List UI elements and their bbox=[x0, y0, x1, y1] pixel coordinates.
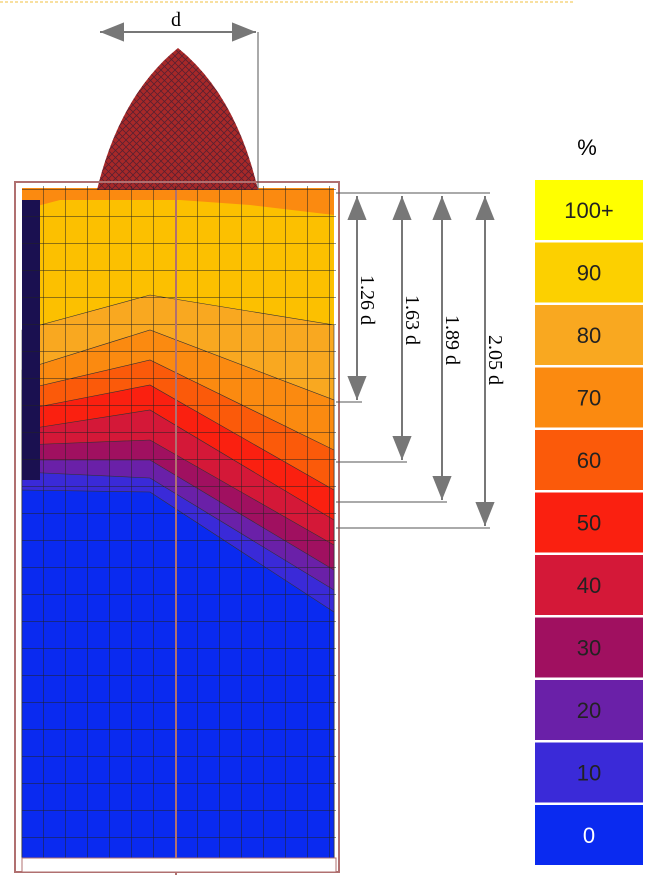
legend-swatch bbox=[535, 430, 643, 490]
legend-swatch bbox=[535, 305, 643, 365]
legend: % 100+ 90 80 70 60 50 40 30 20 10 0 bbox=[535, 135, 643, 865]
depth-label: 1.89 d bbox=[441, 315, 463, 365]
legend-swatch bbox=[535, 805, 643, 865]
depth-label: 1.26 d bbox=[356, 275, 378, 325]
legend-title: % bbox=[577, 135, 597, 160]
legend-label: 20 bbox=[577, 698, 601, 723]
legend-swatch bbox=[535, 180, 643, 240]
legend-label: 70 bbox=[577, 386, 601, 411]
legend-label: 10 bbox=[577, 761, 601, 786]
legend-label: 30 bbox=[577, 636, 601, 661]
legend-swatch bbox=[535, 492, 643, 553]
depth-label: 2.05 d bbox=[484, 335, 506, 385]
depth-dimensions: 1.26 d 1.63 d 1.89 d 2.05 d bbox=[336, 192, 506, 529]
depth-label: 1.63 d bbox=[401, 295, 423, 345]
mesh bbox=[22, 186, 336, 858]
legend-swatch bbox=[535, 617, 643, 678]
legend-label: 80 bbox=[577, 323, 601, 348]
legend-label: 0 bbox=[583, 823, 595, 848]
legend-swatch bbox=[535, 367, 643, 428]
legend-swatch bbox=[535, 742, 643, 803]
dome bbox=[97, 48, 258, 190]
base bbox=[21, 857, 337, 873]
legend-swatch bbox=[535, 555, 643, 615]
legend-label: 40 bbox=[577, 573, 601, 598]
legend-label: 90 bbox=[577, 261, 601, 286]
width-label: d bbox=[171, 9, 181, 31]
legend-label: 100+ bbox=[564, 198, 614, 223]
legend-swatch bbox=[535, 242, 643, 303]
legend-label: 60 bbox=[577, 448, 601, 473]
legend-label: 50 bbox=[577, 511, 601, 536]
legend-swatch bbox=[535, 680, 643, 740]
